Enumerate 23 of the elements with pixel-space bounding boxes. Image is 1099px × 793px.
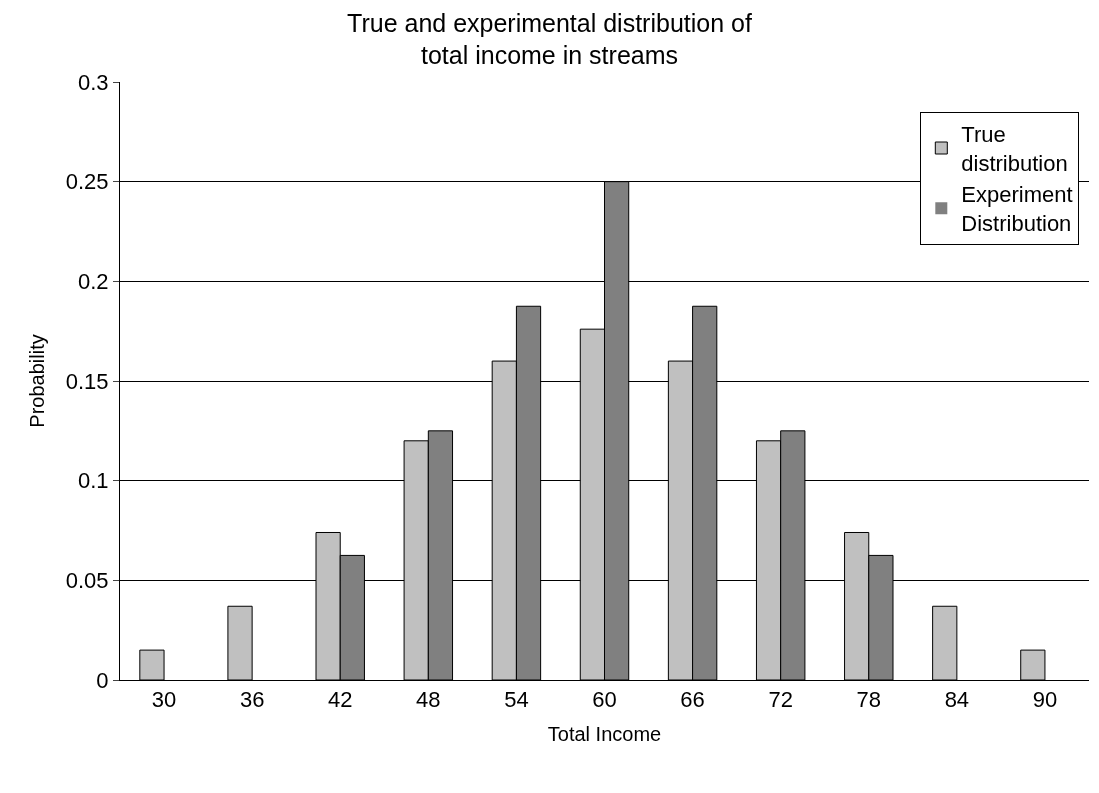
y-tick-label: 0.1 — [78, 468, 109, 494]
y-tick-label: 0 — [96, 667, 109, 693]
legend-label: Experiment Distribution — [961, 182, 1073, 237]
x-tick-label: 90 — [1032, 687, 1058, 713]
x-tick-label: 72 — [768, 687, 793, 713]
x-tick-label: 30 — [151, 687, 177, 713]
legend-label: True distribution — [961, 122, 1068, 176]
x-tick-label: 42 — [327, 687, 353, 713]
x-tick-label: 60 — [592, 687, 617, 713]
x-tick-label: 84 — [944, 687, 970, 713]
chart-title: True and experimental distribution of total income in streams — [347, 8, 752, 70]
x-tick-label: 54 — [504, 687, 529, 713]
y-tick-label: 0.2 — [78, 269, 109, 295]
x-axis-title: Total Income — [547, 722, 662, 745]
y-tick-label: 0.25 — [65, 169, 109, 195]
y-tick-label: 0.3 — [78, 69, 109, 95]
x-tick-label: 78 — [856, 687, 882, 713]
y-tick-label: 0.05 — [65, 568, 109, 594]
y-tick-label: 0.15 — [65, 368, 109, 394]
y-axis-title: Probability — [26, 334, 49, 428]
x-tick-label: 48 — [416, 687, 441, 713]
x-tick-label: 66 — [680, 687, 705, 713]
x-tick-label: 36 — [239, 687, 265, 713]
